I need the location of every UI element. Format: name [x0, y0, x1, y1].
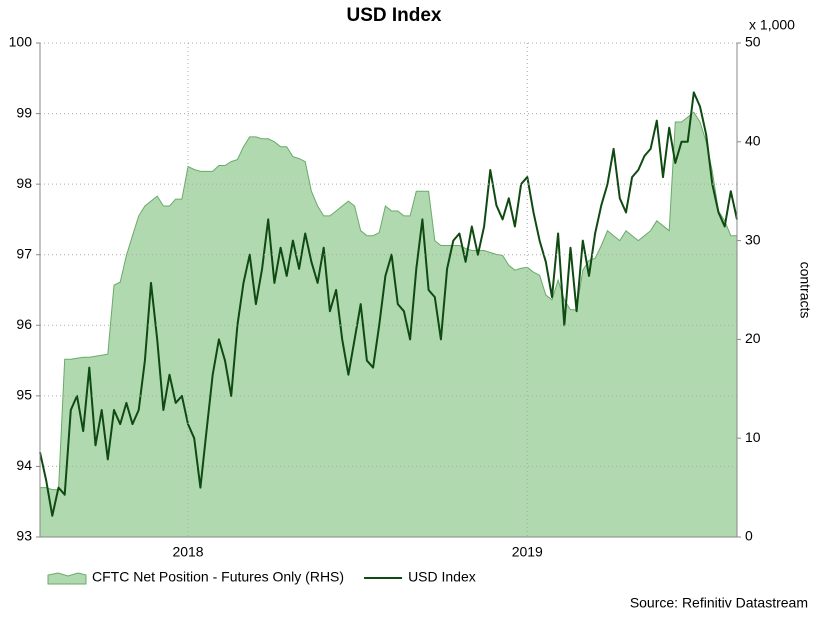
y2-tick-label: 10 [745, 429, 761, 445]
y2-tick-label: 30 [745, 231, 761, 247]
y-tick-label: 95 [16, 387, 32, 403]
y2-axis-label: contracts [797, 262, 813, 319]
legend-swatch [47, 572, 87, 585]
x-tick-label: 2019 [512, 544, 543, 560]
y2-unit: x 1,000 [749, 17, 795, 33]
y2-tick-label: 50 [745, 34, 761, 50]
area-fill [40, 112, 737, 537]
line-series [39, 91, 738, 517]
y2-tick-label: 0 [745, 528, 753, 544]
y-tick-label: 98 [16, 175, 32, 191]
legend-label: USD Index [408, 569, 476, 585]
y-tick-label: 93 [16, 528, 32, 544]
y-tick-label: 97 [16, 245, 32, 261]
y-tick-label: 96 [16, 316, 32, 332]
y-tick-label: 99 [16, 104, 32, 120]
y2-tick-label: 40 [745, 133, 761, 149]
x-tick-label: 2018 [172, 544, 203, 560]
source: Source: Refinitiv Datastream [630, 595, 808, 611]
y2-tick-label: 20 [745, 330, 761, 346]
chart-title: USD Index [346, 5, 441, 26]
legend-label: CFTC Net Position - Futures Only (RHS) [92, 569, 344, 585]
area-series [40, 111, 737, 491]
y-tick-label: 100 [9, 34, 33, 50]
y-tick-label: 94 [16, 457, 32, 473]
